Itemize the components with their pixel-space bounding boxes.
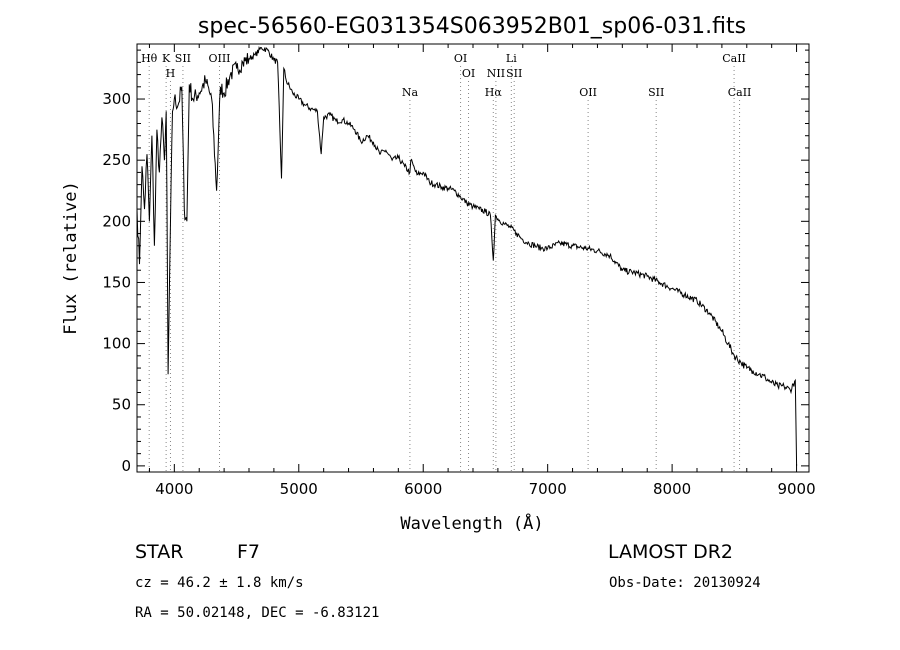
line-label-mid: OI (462, 67, 475, 80)
line-label-low: OII (579, 86, 597, 99)
y-tick-label: 0 (121, 457, 131, 475)
line-label-top: K (162, 52, 171, 65)
object-class: STAR (135, 541, 184, 563)
line-label-low: Na (402, 86, 419, 99)
observation-date: Obs-Date: 20130924 (609, 575, 761, 591)
y-axis-label: Flux (relative) (61, 181, 81, 335)
line-label-top: Hθ (141, 52, 158, 65)
x-axis-label: Wavelength (Å) (400, 512, 543, 534)
line-label-top: CaII (722, 52, 746, 65)
y-tick-label: 250 (102, 151, 131, 169)
line-label-top: SII (175, 52, 191, 65)
y-tick-label: 50 (112, 396, 131, 414)
survey-name: LAMOST DR2 (608, 541, 733, 563)
plot-frame (136, 43, 810, 473)
line-label-top: Li (506, 52, 517, 65)
spectrum-chart: spec-56560-EG031354S063952B01_sp06-031.f… (61, 14, 816, 534)
spectrum-series-line (136, 46, 798, 466)
line-label-mid: SII (506, 67, 522, 80)
coordinates: RA = 50.02148, DEC = -6.83121 (135, 605, 380, 621)
redshift-velocity: cz = 46.2 ± 1.8 km/s (135, 575, 304, 591)
axis-ticks: 4000 5000 6000 7000 8000 9000 0 50 100 150 200 250 3… (102, 44, 816, 498)
chart-title: spec-56560-EG031354S063952B01_sp06-031.f… (198, 14, 746, 39)
object-subclass: F7 (237, 541, 261, 563)
line-label-top: OIII (208, 52, 230, 65)
x-tick-label: 8000 (653, 480, 691, 498)
x-tick-label: 7000 (529, 480, 567, 498)
line-label-low: Hα (485, 86, 503, 99)
line-label-mid: NII (487, 67, 505, 80)
y-tick-label: 100 (102, 335, 131, 353)
line-label-low: CaII (728, 86, 752, 99)
y-tick-label: 300 (102, 90, 131, 108)
y-tick-label: 200 (102, 212, 131, 230)
x-tick-label: 6000 (404, 480, 442, 498)
x-tick-label: 9000 (777, 480, 815, 498)
x-tick-label: 4000 (155, 480, 193, 498)
line-label-top: OI (454, 52, 467, 65)
line-label-low: SII (648, 86, 664, 99)
x-tick-label: 5000 (280, 480, 318, 498)
line-label-mid: H (166, 67, 176, 80)
y-tick-label: 150 (102, 273, 131, 291)
